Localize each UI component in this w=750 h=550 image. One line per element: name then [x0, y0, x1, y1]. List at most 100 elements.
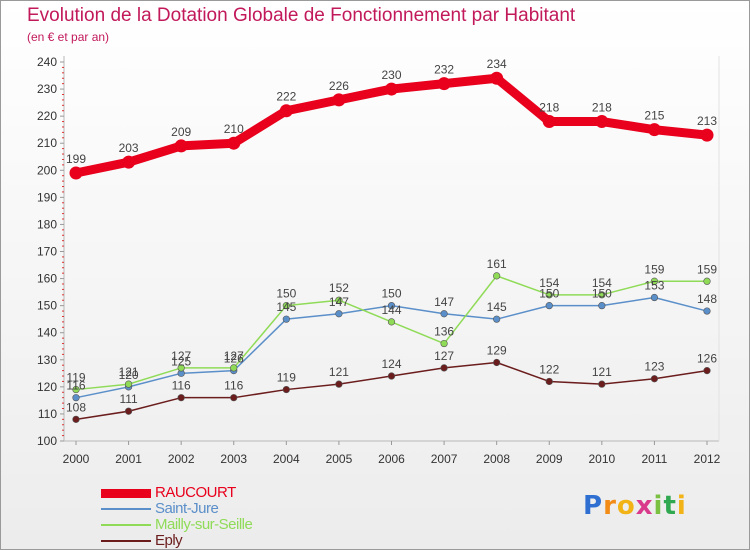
y-tick-label: 160 [37, 272, 57, 286]
data-label-saint-jure: 116 [66, 379, 85, 393]
data-label-saint-jure: 147 [434, 295, 454, 309]
data-label-raucourt: 209 [171, 125, 191, 139]
data-point-eply [282, 385, 290, 394]
data-label-mailly-sur-seille: 150 [276, 287, 296, 301]
data-label-mailly-sur-seille: 159 [644, 262, 664, 276]
data-label-eply: 129 [487, 343, 507, 357]
data-label-eply: 126 [697, 352, 717, 366]
data-point-mailly-sur-seille [177, 364, 185, 372]
data-point-saint-jure [387, 302, 396, 310]
data-label-saint-jure: 125 [171, 354, 191, 368]
data-label-raucourt: 222 [276, 90, 296, 104]
y-tick-label: 230 [37, 82, 57, 96]
data-point-eply [230, 394, 238, 402]
legend: RAUCOURT Saint-Jure Mailly-sur-Seille Ep… [101, 484, 341, 549]
data-label-eply: 124 [381, 357, 401, 371]
legend-label-mailly-sur-seille: Mailly-sur-Seille [155, 516, 253, 533]
logo-letter: x [635, 491, 654, 521]
data-point-mailly-sur-seille [72, 385, 80, 394]
data-label-raucourt: 203 [119, 141, 139, 155]
x-tick-label: 2004 [273, 452, 300, 466]
data-label-eply: 116 [224, 379, 243, 393]
y-tick-label: 200 [37, 163, 57, 177]
legend-item-mailly-sur-seille: Mailly-sur-Seille [101, 516, 341, 533]
legend-swatch-saint-jure [101, 508, 151, 510]
data-label-eply: 111 [119, 392, 138, 406]
x-tick-label: 2009 [536, 452, 563, 466]
data-label-eply: 116 [172, 379, 191, 393]
data-point-raucourt [174, 139, 188, 153]
data-point-saint-jure [440, 310, 448, 318]
data-label-saint-jure: 150 [539, 287, 559, 301]
data-label-raucourt: 210 [224, 122, 244, 136]
data-point-raucourt [227, 136, 241, 150]
series-layer [69, 71, 714, 423]
data-label-saint-jure: 148 [697, 292, 717, 306]
y-tick-label: 170 [37, 245, 57, 259]
data-point-saint-jure [650, 293, 659, 302]
data-point-mailly-sur-seille [282, 302, 290, 310]
data-point-saint-jure [493, 315, 501, 323]
data-label-raucourt: 218 [592, 101, 612, 115]
data-point-raucourt [595, 115, 609, 129]
chart-subtitle: (en € et par an) [27, 30, 110, 44]
data-point-raucourt [279, 104, 293, 118]
data-point-raucourt [542, 115, 556, 129]
data-label-raucourt: 226 [329, 79, 349, 93]
data-label-mailly-sur-seille: 159 [697, 262, 717, 276]
y-tick-label: 240 [37, 55, 57, 69]
data-label-saint-jure: 126 [224, 352, 244, 366]
data-label-mailly-sur-seille: 127 [224, 349, 244, 363]
data-point-saint-jure [72, 394, 80, 402]
x-tick-label: 2000 [63, 452, 90, 466]
data-point-saint-jure [598, 302, 606, 310]
x-tick-label: 2007 [431, 452, 458, 466]
data-point-eply [335, 380, 343, 388]
data-point-raucourt [647, 123, 661, 137]
data-point-mailly-sur-seille [493, 272, 501, 280]
data-label-mailly-sur-seille: 154 [539, 276, 559, 290]
data-label-raucourt: 230 [381, 68, 401, 82]
logo-letter: P [583, 491, 604, 521]
x-tick-label: 2010 [588, 452, 615, 466]
data-point-saint-jure [282, 315, 290, 323]
data-point-mailly-sur-seille [440, 339, 448, 348]
data-point-mailly-sur-seille [230, 364, 238, 372]
data-point-raucourt [490, 71, 504, 85]
data-label-saint-jure: 153 [644, 279, 664, 293]
data-label-mailly-sur-seille: 144 [381, 303, 401, 317]
data-point-eply [598, 380, 606, 388]
data-label-eply: 108 [66, 400, 86, 414]
data-point-mailly-sur-seille [545, 291, 553, 299]
data-point-eply [703, 367, 711, 375]
x-tick-label: 2012 [694, 452, 721, 466]
legend-swatch-mailly-sur-seille [101, 524, 151, 526]
y-tick-label: 120 [37, 380, 57, 394]
data-label-eply: 119 [277, 371, 296, 385]
data-point-eply [177, 394, 185, 402]
y-tick-label: 220 [37, 109, 57, 123]
data-label-mailly-sur-seille: 154 [592, 276, 612, 290]
data-point-saint-jure [703, 307, 711, 315]
legend-swatch-eply [101, 540, 151, 542]
data-label-mailly-sur-seille: 136 [434, 325, 454, 339]
x-tick-label: 2003 [220, 452, 247, 466]
y-tick-label: 140 [37, 326, 57, 340]
legend-label-raucourt: RAUCOURT [155, 484, 236, 501]
x-tick-label: 2011 [642, 452, 668, 466]
data-label-saint-jure: 147 [329, 295, 349, 309]
legend-swatch-raucourt [101, 489, 151, 498]
data-label-mailly-sur-seille: 121 [119, 365, 139, 379]
legend-item-saint-jure: Saint-Jure [101, 500, 341, 517]
data-point-raucourt [700, 128, 714, 142]
data-label-mailly-sur-seille: 161 [487, 257, 507, 271]
data-point-raucourt [437, 77, 451, 91]
data-point-mailly-sur-seille [598, 291, 606, 299]
data-point-saint-jure [335, 310, 343, 318]
data-point-mailly-sur-seille [124, 380, 133, 388]
x-tick-label: 2001 [115, 452, 142, 466]
data-labels-layer: 199 203 209 210 222 226 230 232 234 218 218 215 213 1… [66, 57, 717, 414]
data-point-raucourt [385, 82, 398, 96]
data-label-saint-jure: 120 [119, 368, 139, 382]
